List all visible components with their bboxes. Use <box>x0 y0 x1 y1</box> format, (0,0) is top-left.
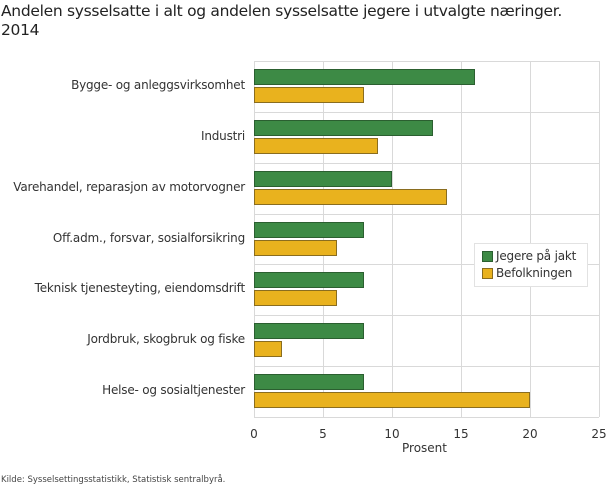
legend-swatch-green <box>482 250 493 262</box>
bar-jegere <box>254 222 364 238</box>
category-label: Industri <box>201 129 245 143</box>
gridline-vertical <box>323 61 324 417</box>
x-tick-label: 15 <box>453 427 469 441</box>
legend-item-befolkningen: Befolkningen <box>482 266 572 280</box>
chart-title: Andelen sysselsatte i alt og andelen sys… <box>1 2 601 40</box>
chart-title-line1: Andelen sysselsatte i alt og andelen sys… <box>1 2 563 20</box>
bar-jegere <box>254 69 475 85</box>
legend-swatch-yellow <box>482 267 493 279</box>
gridline-vertical <box>530 61 531 417</box>
x-axis-label: Prosent <box>402 441 447 455</box>
bar-jegere <box>254 272 364 288</box>
x-tick-label: 20 <box>522 427 538 441</box>
category-label: Varehandel, reparasjon av motorvogner <box>13 180 245 194</box>
gridline-horizontal <box>254 163 599 164</box>
gridline-horizontal <box>254 417 599 418</box>
gridline-horizontal <box>254 315 599 316</box>
chart-title-line2: 2014 <box>1 21 40 39</box>
category-label: Off.adm., forsvar, sosialforsikring <box>52 231 245 245</box>
x-tick-label: 10 <box>384 427 400 441</box>
gridline-horizontal <box>254 61 599 62</box>
bar-befolkningen <box>254 341 282 357</box>
legend-label: Jegere på jakt <box>496 249 577 263</box>
category-label: Helse- og sosialtjenester <box>102 383 245 397</box>
gridline-horizontal <box>254 264 599 265</box>
bar-befolkningen <box>254 138 378 154</box>
legend-label: Befolkningen <box>496 266 573 280</box>
bar-jegere <box>254 374 364 390</box>
gridline-vertical <box>392 61 393 417</box>
gridline-vertical <box>461 61 462 417</box>
legend: Jegere på jakt Befolkningen <box>474 243 588 287</box>
bar-befolkningen <box>254 87 364 103</box>
gridline-vertical <box>254 61 255 417</box>
bar-befolkningen <box>254 240 337 256</box>
x-tick-label: 0 <box>250 427 258 441</box>
legend-item-jegere: Jegere på jakt <box>482 249 576 263</box>
gridline-horizontal <box>254 214 599 215</box>
category-label: Jordbruk, skogbruk og fiske <box>87 332 245 346</box>
x-tick-label: 5 <box>319 427 327 441</box>
gridline-vertical <box>599 61 600 417</box>
bar-befolkningen <box>254 189 447 205</box>
gridline-horizontal <box>254 112 599 113</box>
bar-jegere <box>254 323 364 339</box>
category-label: Teknisk tjenesteyting, eiendomsdrift <box>34 281 246 295</box>
bar-jegere <box>254 171 392 187</box>
source-note: Kilde: Sysselsettingsstatistikk, Statist… <box>1 475 226 485</box>
bar-jegere <box>254 120 433 136</box>
plot-area <box>254 61 600 418</box>
bar-befolkningen <box>254 392 530 408</box>
x-tick-label: 25 <box>591 427 607 441</box>
bar-befolkningen <box>254 290 337 306</box>
category-label: Bygge- og anleggsvirksomhet <box>71 78 245 92</box>
gridline-horizontal <box>254 366 599 367</box>
